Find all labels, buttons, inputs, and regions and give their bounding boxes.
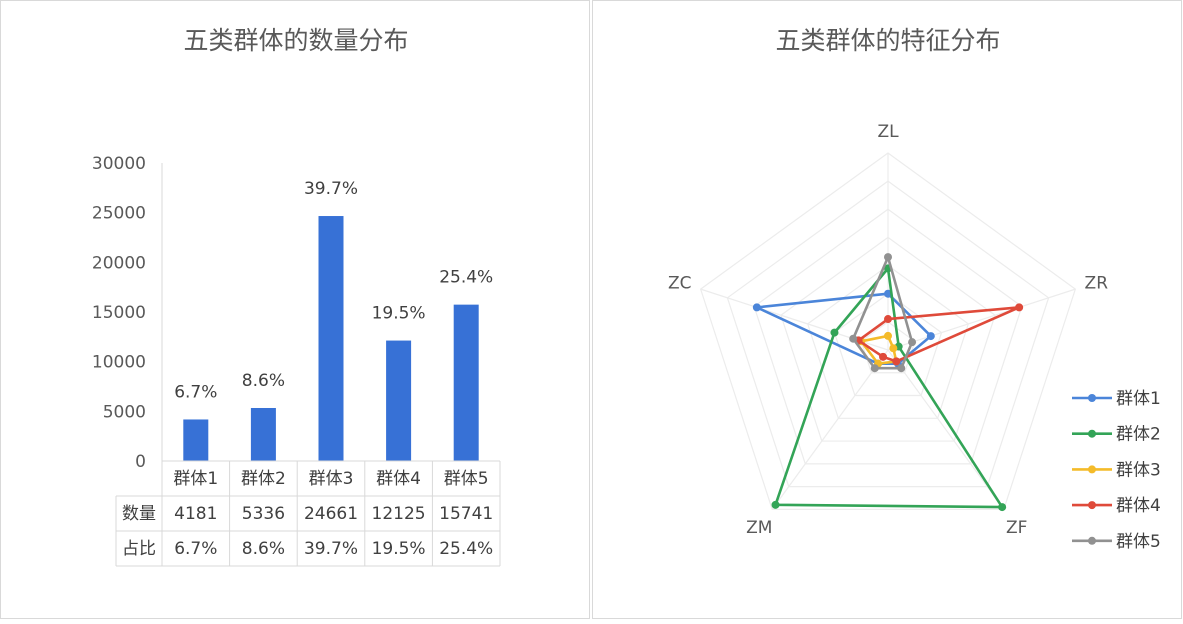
radar-chart: 五类群体的特征分布 ZL ZR ZF ZM ZC 群体1 群体2 群体3 群体4 群体5: [668, 26, 1161, 552]
radar-chart-title: 五类群体的特征分布: [775, 26, 1000, 55]
radar-spoke: [887, 349, 1005, 510]
legend-swatch-marker: [1088, 394, 1096, 402]
legend-label: 群体4: [1116, 496, 1161, 516]
radar-point: [870, 364, 879, 373]
x-tick-label: 群体1: [173, 469, 218, 489]
radar-point: [1015, 303, 1024, 312]
radar-axis-label: ZR: [1085, 273, 1109, 293]
table-cell: 24661: [304, 504, 358, 524]
bar-chart-title: 五类群体的数量分布: [183, 26, 408, 55]
y-tick-label: 20000: [92, 253, 146, 273]
data-label: 39.7%: [304, 179, 358, 199]
bar-群体4: [386, 340, 412, 461]
radar-point: [771, 500, 780, 509]
radar-grid-ring: [699, 152, 1077, 510]
data-label: 25.4%: [439, 268, 493, 288]
radar-series-群体2: [774, 267, 1004, 509]
radar-point: [897, 364, 906, 373]
bar-群体2: [250, 407, 276, 461]
bar-群体5: [453, 304, 479, 461]
bar-群体3: [318, 216, 344, 461]
y-tick-label: 0: [135, 452, 146, 472]
radar-axis-label: ZF: [1006, 518, 1027, 538]
radar-point: [884, 253, 892, 262]
radar-grid-ring: [753, 208, 1023, 465]
legend-swatch-marker: [1088, 536, 1096, 545]
radar-point: [884, 331, 892, 340]
legend-swatch-marker: [1088, 501, 1096, 510]
legend-label: 群体2: [1116, 425, 1161, 445]
radar-spoke: [771, 349, 889, 510]
radar-point: [879, 352, 888, 361]
x-tick-label: 群体4: [376, 469, 421, 489]
bar-chart: 五类群体的数量分布 0 5000 10000 15000 20000 25000 30000…: [92, 26, 501, 567]
data-label: 6.7%: [174, 382, 217, 402]
radar-point: [830, 328, 839, 337]
radar-series-群体5: [851, 255, 914, 370]
radar-axis-label: ZL: [877, 122, 899, 142]
legend-label: 群体5: [1116, 532, 1161, 552]
radar-grid-ring: [833, 292, 943, 397]
radar-point: [889, 344, 898, 353]
radar-axis-label: ZM: [746, 518, 772, 538]
table-cell: 25.4%: [439, 539, 493, 559]
radar-series-群体4: [857, 306, 1021, 363]
radar-point: [849, 334, 858, 343]
table-cell: 8.6%: [242, 539, 285, 559]
radar-point: [926, 332, 935, 341]
x-tick-label: 群体2: [241, 469, 286, 489]
y-tick-label: 15000: [92, 303, 146, 323]
x-tick-label: 群体5: [444, 469, 489, 489]
radar-point: [752, 303, 761, 312]
radar-point: [884, 315, 892, 324]
radar-series-群体1: [755, 292, 933, 365]
table-cell: 4181: [174, 504, 217, 524]
table-cell: 6.7%: [174, 539, 217, 559]
bar-chart-panel: 五类群体的数量分布 0 5000 10000 15000 20000 25000 30000…: [0, 0, 590, 619]
table-cell: 39.7%: [304, 539, 358, 559]
legend-label: 群体1: [1116, 389, 1161, 409]
y-tick-label: 30000: [92, 154, 146, 174]
table-row-label: 数量: [122, 504, 156, 524]
bar-群体1: [183, 419, 209, 461]
radar-point: [892, 357, 901, 366]
table-cell: 15741: [439, 504, 493, 524]
radar-chart-panel: 五类群体的特征分布 ZL ZR ZF ZM ZC 群体1 群体2 群体3 群体4 群体5: [592, 0, 1182, 619]
legend-swatch-marker: [1088, 429, 1096, 438]
radar-axis-label: ZC: [668, 273, 692, 293]
legend-swatch-marker: [1088, 465, 1096, 474]
y-tick-label: 10000: [92, 353, 146, 373]
table-cell: 19.5%: [372, 539, 426, 559]
y-tick-label: 25000: [92, 204, 146, 224]
radar-point: [998, 503, 1007, 512]
radar-spoke: [887, 288, 1076, 351]
x-tick-label: 群体3: [309, 469, 354, 489]
data-label: 19.5%: [372, 304, 426, 324]
table-row-label: 占比: [122, 539, 156, 559]
table-cell: 12125: [372, 504, 426, 524]
radar-point: [908, 338, 917, 347]
data-label: 8.6%: [242, 371, 285, 391]
table-cell: 5336: [242, 504, 285, 524]
radar-grid-ring: [726, 180, 1050, 488]
y-tick-label: 5000: [103, 402, 146, 422]
legend-label: 群体3: [1116, 460, 1161, 480]
